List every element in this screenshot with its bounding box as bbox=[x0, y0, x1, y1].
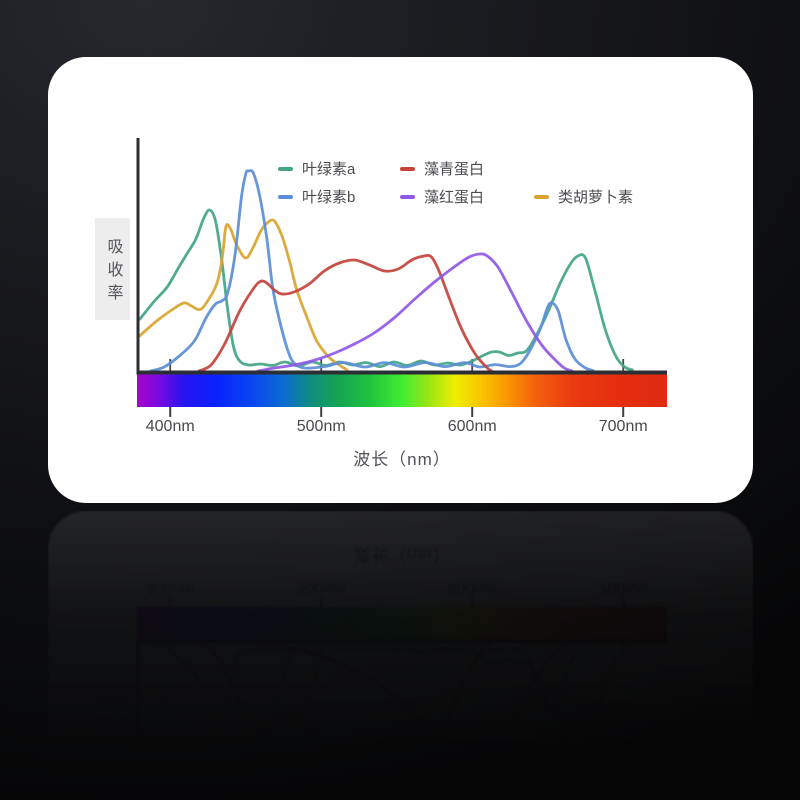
legend-item-2: 叶绿素b bbox=[278, 189, 355, 205]
absorption-spectrum-chart bbox=[136, 138, 667, 417]
series-curve-1 bbox=[197, 253, 494, 373]
series-curve-4 bbox=[137, 218, 349, 372]
wavelength-spectrum-bar bbox=[137, 373, 667, 407]
legend-item-3: 藻红蛋白 bbox=[400, 189, 484, 205]
x-tick-label-600: 600nm bbox=[447, 418, 497, 435]
legend-label: 叶绿素a bbox=[302, 160, 356, 178]
legend-item-0: 叶绿素a bbox=[278, 161, 355, 177]
legend-label: 藻青蛋白 bbox=[424, 160, 485, 178]
legend-label: 类胡萝卜素 bbox=[558, 188, 634, 206]
legend-label: 叶绿素b bbox=[302, 188, 356, 206]
x-tick-label-700: 700nm bbox=[598, 418, 648, 435]
chart-card: 吸收率 波长（nm） 400nm 500nm 600nm 700nm 叶绿素a 藻青蛋白… bbox=[48, 57, 753, 503]
legend-item-4: 类胡萝卜素 bbox=[534, 189, 633, 205]
x-tick-label-400: 400nm bbox=[145, 418, 195, 435]
x-axis-label: 波长（nm） bbox=[353, 450, 451, 469]
legend-dash-icon bbox=[400, 167, 415, 171]
legend-label: 藻红蛋白 bbox=[424, 188, 485, 206]
legend-dash-icon bbox=[278, 195, 293, 199]
series-curve-0 bbox=[138, 208, 634, 372]
legend-item-1: 藻青蛋白 bbox=[400, 161, 484, 177]
legend-dash-icon bbox=[400, 195, 415, 199]
x-tick-label-500: 500nm bbox=[296, 418, 346, 435]
y-axis-label: 吸收率 bbox=[104, 237, 122, 307]
legend-dash-icon bbox=[534, 195, 549, 199]
series-curve-3 bbox=[256, 252, 574, 373]
legend-dash-icon bbox=[278, 167, 293, 171]
y-axis-label-box: 吸收率 bbox=[95, 218, 130, 320]
series-curve-2 bbox=[149, 169, 595, 373]
